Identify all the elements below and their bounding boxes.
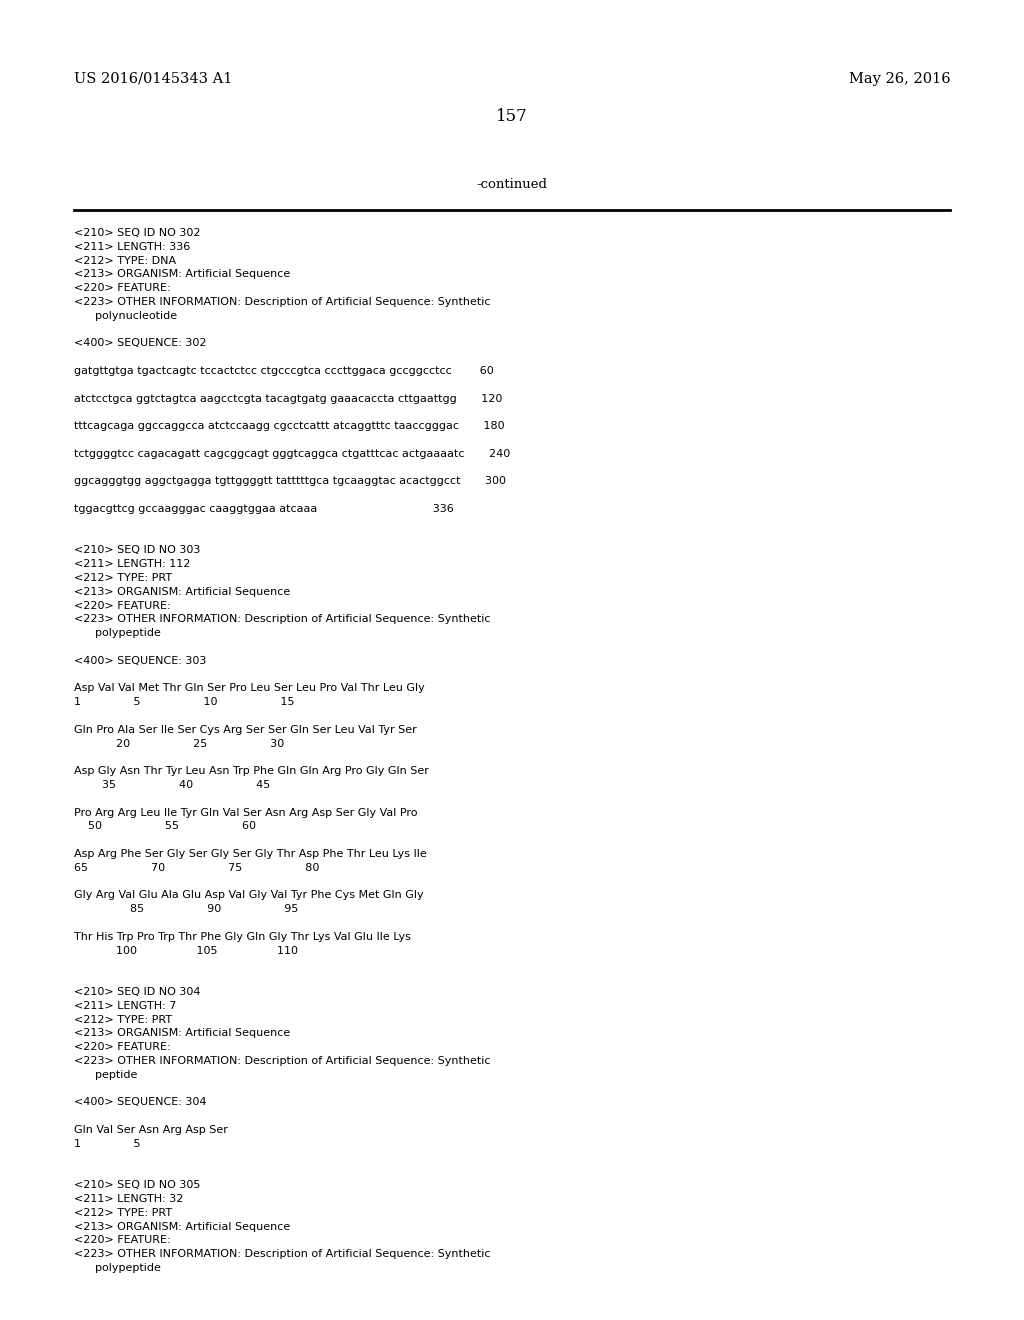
Text: tctggggtcc cagacagatt cagcggcagt gggtcaggca ctgatttcac actgaaaatc       240: tctggggtcc cagacagatt cagcggcagt gggtcag… [74, 449, 510, 459]
Text: <220> FEATURE:: <220> FEATURE: [74, 1043, 170, 1052]
Text: <211> LENGTH: 32: <211> LENGTH: 32 [74, 1195, 183, 1204]
Text: <223> OTHER INFORMATION: Description of Artificial Sequence: Synthetic: <223> OTHER INFORMATION: Description of … [74, 1056, 490, 1067]
Text: Pro Arg Arg Leu Ile Tyr Gln Val Ser Asn Arg Asp Ser Gly Val Pro: Pro Arg Arg Leu Ile Tyr Gln Val Ser Asn … [74, 808, 417, 817]
Text: 85                  90                  95: 85 90 95 [74, 904, 298, 915]
Text: <213> ORGANISM: Artificial Sequence: <213> ORGANISM: Artificial Sequence [74, 1221, 290, 1232]
Text: Gln Val Ser Asn Arg Asp Ser: Gln Val Ser Asn Arg Asp Ser [74, 1125, 227, 1135]
Text: <220> FEATURE:: <220> FEATURE: [74, 1236, 170, 1245]
Text: <210> SEQ ID NO 305: <210> SEQ ID NO 305 [74, 1180, 200, 1191]
Text: 35                  40                  45: 35 40 45 [74, 780, 270, 789]
Text: 50                  55                  60: 50 55 60 [74, 821, 256, 832]
Text: <210> SEQ ID NO 304: <210> SEQ ID NO 304 [74, 987, 201, 997]
Text: <400> SEQUENCE: 304: <400> SEQUENCE: 304 [74, 1097, 206, 1107]
Text: <223> OTHER INFORMATION: Description of Artificial Sequence: Synthetic: <223> OTHER INFORMATION: Description of … [74, 614, 490, 624]
Text: <212> TYPE: PRT: <212> TYPE: PRT [74, 1208, 172, 1218]
Text: <211> LENGTH: 112: <211> LENGTH: 112 [74, 560, 190, 569]
Text: 100                 105                 110: 100 105 110 [74, 945, 298, 956]
Text: 20                  25                  30: 20 25 30 [74, 739, 284, 748]
Text: Asp Gly Asn Thr Tyr Leu Asn Trp Phe Gln Gln Arg Pro Gly Gln Ser: Asp Gly Asn Thr Tyr Leu Asn Trp Phe Gln … [74, 766, 429, 776]
Text: 65                  70                  75                  80: 65 70 75 80 [74, 863, 319, 873]
Text: May 26, 2016: May 26, 2016 [849, 73, 950, 86]
Text: polynucleotide: polynucleotide [74, 310, 177, 321]
Text: <213> ORGANISM: Artificial Sequence: <213> ORGANISM: Artificial Sequence [74, 1028, 290, 1039]
Text: <212> TYPE: PRT: <212> TYPE: PRT [74, 573, 172, 583]
Text: <223> OTHER INFORMATION: Description of Artificial Sequence: Synthetic: <223> OTHER INFORMATION: Description of … [74, 1249, 490, 1259]
Text: Asp Arg Phe Ser Gly Ser Gly Ser Gly Thr Asp Phe Thr Leu Lys Ile: Asp Arg Phe Ser Gly Ser Gly Ser Gly Thr … [74, 849, 426, 859]
Text: <223> OTHER INFORMATION: Description of Artificial Sequence: Synthetic: <223> OTHER INFORMATION: Description of … [74, 297, 490, 308]
Text: tttcagcaga ggccaggcca atctccaagg cgcctcattt atcaggtttc taaccgggac       180: tttcagcaga ggccaggcca atctccaagg cgcctca… [74, 421, 505, 432]
Text: -continued: -continued [476, 178, 548, 191]
Text: ggcagggtgg aggctgagga tgttggggtt tatttttgca tgcaaggtac acactggcct       300: ggcagggtgg aggctgagga tgttggggtt tattttt… [74, 477, 506, 486]
Text: Gln Pro Ala Ser Ile Ser Cys Arg Ser Ser Gln Ser Leu Val Tyr Ser: Gln Pro Ala Ser Ile Ser Cys Arg Ser Ser … [74, 725, 417, 735]
Text: <210> SEQ ID NO 302: <210> SEQ ID NO 302 [74, 228, 201, 238]
Text: <212> TYPE: PRT: <212> TYPE: PRT [74, 1015, 172, 1024]
Text: <211> LENGTH: 7: <211> LENGTH: 7 [74, 1001, 176, 1011]
Text: 157: 157 [496, 108, 528, 125]
Text: polypeptide: polypeptide [74, 628, 161, 638]
Text: peptide: peptide [74, 1069, 137, 1080]
Text: <400> SEQUENCE: 303: <400> SEQUENCE: 303 [74, 656, 206, 665]
Text: tggacgttcg gccaagggac caaggtggaa atcaaa                                 336: tggacgttcg gccaagggac caaggtggaa atcaaa … [74, 504, 454, 513]
Text: Thr His Trp Pro Trp Thr Phe Gly Gln Gly Thr Lys Val Glu Ile Lys: Thr His Trp Pro Trp Thr Phe Gly Gln Gly … [74, 932, 411, 941]
Text: 1               5                  10                  15: 1 5 10 15 [74, 697, 294, 708]
Text: Asp Val Val Met Thr Gln Ser Pro Leu Ser Leu Pro Val Thr Leu Gly: Asp Val Val Met Thr Gln Ser Pro Leu Ser … [74, 684, 425, 693]
Text: polypeptide: polypeptide [74, 1263, 161, 1272]
Text: <400> SEQUENCE: 302: <400> SEQUENCE: 302 [74, 338, 206, 348]
Text: <210> SEQ ID NO 303: <210> SEQ ID NO 303 [74, 545, 200, 556]
Text: <213> ORGANISM: Artificial Sequence: <213> ORGANISM: Artificial Sequence [74, 269, 290, 280]
Text: <220> FEATURE:: <220> FEATURE: [74, 284, 170, 293]
Text: <211> LENGTH: 336: <211> LENGTH: 336 [74, 242, 190, 252]
Text: 1               5: 1 5 [74, 1139, 140, 1148]
Text: <213> ORGANISM: Artificial Sequence: <213> ORGANISM: Artificial Sequence [74, 587, 290, 597]
Text: atctcctgca ggtctagtca aagcctcgta tacagtgatg gaaacaccta cttgaattgg       120: atctcctgca ggtctagtca aagcctcgta tacagtg… [74, 393, 502, 404]
Text: Gly Arg Val Glu Ala Glu Asp Val Gly Val Tyr Phe Cys Met Gln Gly: Gly Arg Val Glu Ala Glu Asp Val Gly Val … [74, 891, 423, 900]
Text: <220> FEATURE:: <220> FEATURE: [74, 601, 170, 611]
Text: US 2016/0145343 A1: US 2016/0145343 A1 [74, 73, 232, 86]
Text: <212> TYPE: DNA: <212> TYPE: DNA [74, 256, 176, 265]
Text: gatgttgtga tgactcagtc tccactctcc ctgcccgtca cccttggaca gccggcctcc        60: gatgttgtga tgactcagtc tccactctcc ctgcccg… [74, 366, 494, 376]
